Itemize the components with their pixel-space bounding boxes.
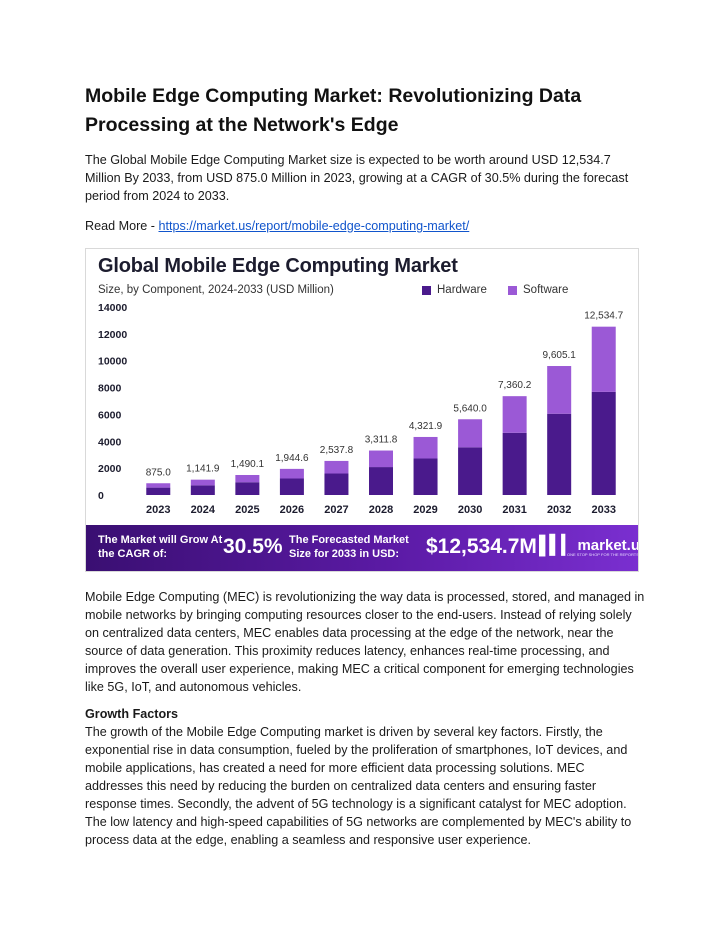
bar-hardware-2033: [591, 391, 616, 495]
y-tick-label: 12000: [98, 329, 127, 341]
bar-hardware-2023: [146, 487, 171, 495]
banner-grow-text: The Market will Grow At the CAGR of:: [98, 534, 223, 560]
cagr-banner: The Market will Grow At the CAGR of: 30.…: [86, 525, 638, 571]
banner-forecast-value: $12,534.7M: [426, 535, 537, 558]
x-tick-label: 2031: [502, 504, 526, 516]
bar-software-2033: [591, 326, 616, 392]
legend-hardware: Hardware: [422, 284, 487, 296]
bar-software-2024: [190, 479, 215, 486]
bar-total-label: 3,311.8: [365, 435, 398, 446]
x-tick-label: 2032: [547, 504, 571, 516]
x-tick-label: 2025: [235, 504, 259, 516]
y-tick-label: 2000: [98, 463, 122, 475]
bar-software-2032: [547, 366, 572, 414]
bar-total-label: 875.0: [146, 467, 171, 478]
bar-software-2023: [146, 483, 171, 488]
bar-hardware-2030: [458, 447, 483, 495]
bar-hardware-2028: [369, 467, 393, 495]
y-tick-label: 14000: [98, 302, 127, 314]
bar-software-2026: [279, 468, 304, 479]
bar-total-label: 5,640.0: [453, 403, 487, 414]
bar-software-2027: [324, 460, 349, 474]
growth-factors-heading: Growth Factors: [85, 707, 179, 721]
banner-cagr-value: 30.5%: [223, 535, 283, 558]
bar-hardware-2025: [235, 482, 260, 495]
y-tick-label: 6000: [98, 409, 122, 421]
bar-total-label: 1,141.9: [186, 464, 220, 475]
bar-software-2031: [502, 396, 527, 433]
bar-total-label: 7,360.2: [498, 380, 532, 391]
chart-title: Global Mobile Edge Computing Market: [98, 255, 458, 277]
market-us-logo: ▌▍▎ market.us ONE STOP SHOP FOR THE REPO…: [539, 535, 639, 557]
bar-hardware-2026: [279, 478, 304, 495]
x-tick-label: 2029: [413, 504, 437, 516]
bar-software-2029: [413, 436, 438, 459]
bar-hardware-2031: [502, 432, 527, 495]
legend-software-swatch: [508, 285, 517, 295]
legend-hardware-label: Hardware: [437, 284, 487, 296]
x-tick-label: 2023: [146, 504, 170, 516]
logo-bars-icon: ▌▍▎: [539, 535, 575, 555]
x-tick-label: 2028: [369, 504, 393, 516]
report-link[interactable]: https://market.us/report/mobile-edge-com…: [158, 219, 470, 233]
x-tick-label: 2030: [458, 504, 482, 516]
bar-total-label: 2,537.8: [320, 445, 354, 456]
logo-tagline: ONE STOP SHOP FOR THE REPORTS: [567, 552, 639, 557]
legend-software-label: Software: [523, 284, 569, 296]
logo-name: market.us: [577, 537, 638, 554]
legend-software: Software: [508, 284, 568, 296]
y-tick-label: 10000: [98, 356, 127, 368]
bar-software-2025: [235, 474, 260, 483]
growth-factors-paragraph: The growth of the Mobile Edge Computing …: [85, 725, 632, 847]
y-tick-label: 4000: [98, 436, 122, 448]
bar-software-2028: [369, 450, 393, 468]
x-tick-label: 2024: [191, 504, 216, 516]
bar-total-label: 1,944.6: [275, 453, 309, 464]
bar-total-label: 12,534.7: [584, 311, 623, 322]
bar-hardware-2024: [190, 485, 215, 495]
bar-total-label: 1,490.1: [231, 459, 265, 470]
x-tick-label: 2033: [591, 504, 615, 516]
bar-total-label: 4,321.9: [409, 421, 443, 432]
chart-subtitle: Size, by Component, 2024-2033 (USD Milli…: [98, 284, 334, 296]
bar-hardware-2027: [324, 473, 349, 495]
x-tick-label: 2027: [324, 504, 348, 516]
intro-paragraph: The Global Mobile Edge Computing Market …: [85, 153, 629, 203]
market-infographic: Global Mobile Edge Computing Market Size…: [85, 248, 639, 572]
y-tick-label: 0: [98, 490, 104, 502]
bar-hardware-2032: [547, 413, 572, 495]
bar-software-2030: [458, 419, 483, 448]
bar-total-label: 9,605.1: [542, 350, 576, 361]
bar-hardware-2029: [413, 458, 438, 495]
read-more-line: Read More - https://market.us/report/mob…: [85, 217, 645, 235]
y-tick-label: 8000: [98, 383, 122, 395]
stacked-bar-chart: 0 2000 4000 6000 8000 10000 12000 14000 875.0 202…: [98, 302, 624, 516]
read-more-label: Read More -: [85, 219, 159, 233]
banner-forecast-text: The Forecasted Market Size for 2033 in U…: [289, 534, 409, 560]
mec-paragraph: Mobile Edge Computing (MEC) is revolutio…: [85, 590, 645, 694]
x-tick-label: 2026: [280, 504, 304, 516]
page-title: Mobile Edge Computing Market: Revolution…: [85, 85, 582, 136]
legend-hardware-swatch: [422, 285, 431, 295]
